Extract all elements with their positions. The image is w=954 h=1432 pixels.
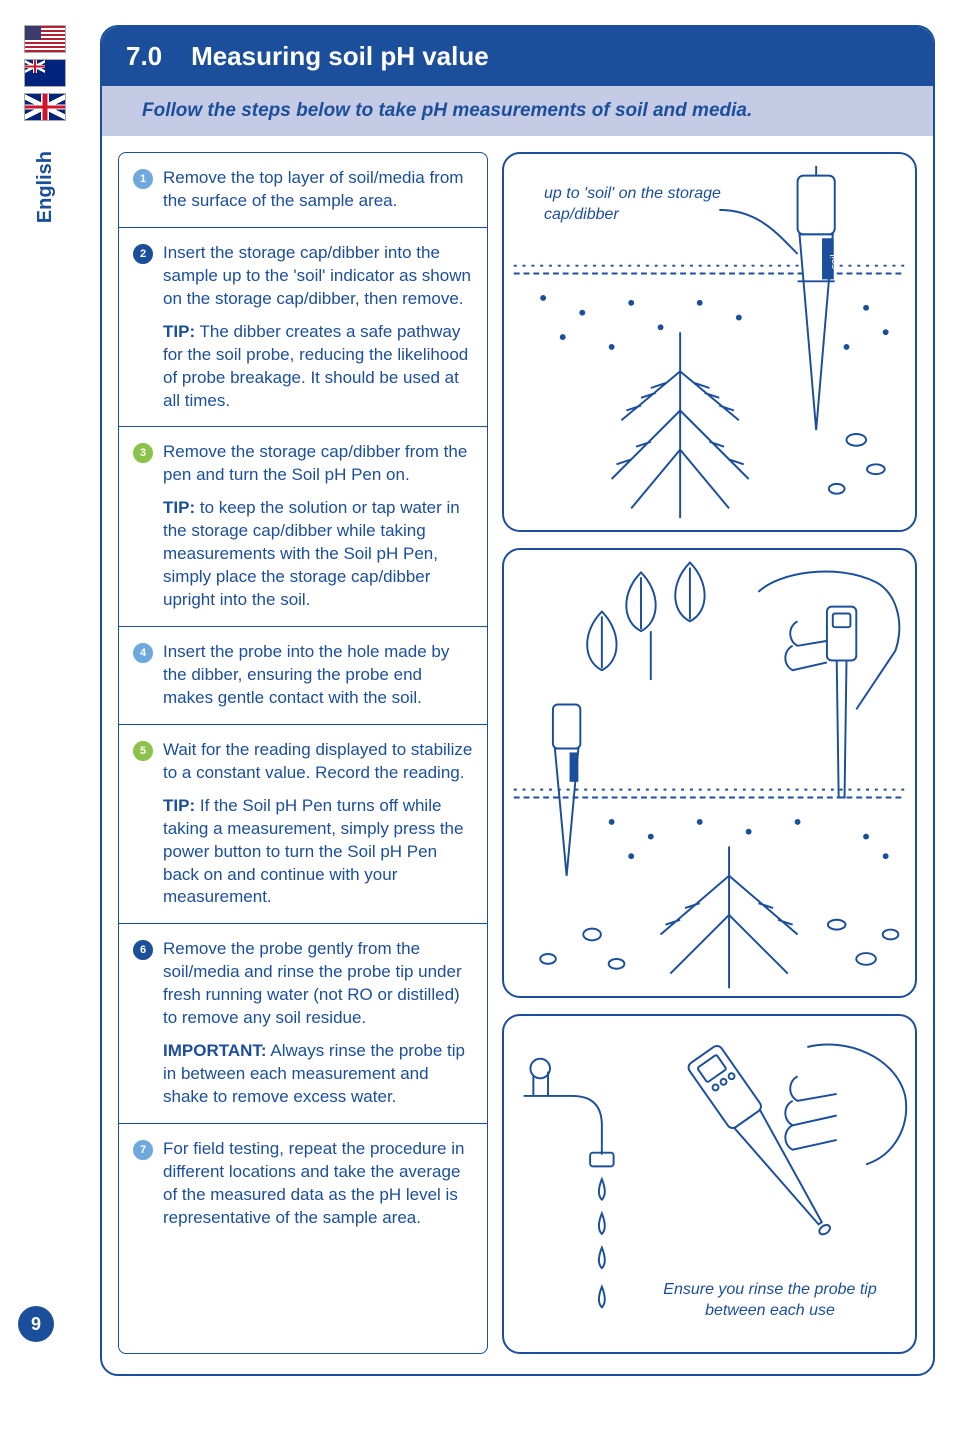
step-text: For field testing, repeat the procedure … bbox=[163, 1138, 473, 1230]
step-text: Insert the probe into the hole made by t… bbox=[163, 641, 473, 710]
step-text: Remove the storage cap/dibber from the p… bbox=[163, 441, 473, 487]
step-number-badge: 3 bbox=[133, 443, 153, 463]
illustration-probe-insert bbox=[502, 548, 917, 998]
step-body: Remove the storage cap/dibber from the p… bbox=[163, 441, 473, 612]
flag-group bbox=[24, 25, 66, 121]
step-5: 5 Wait for the reading displayed to stab… bbox=[119, 725, 487, 925]
step-number-badge: 4 bbox=[133, 643, 153, 663]
flag-uk-icon bbox=[24, 93, 66, 121]
content-area: 1 Remove the top layer of soil/media fro… bbox=[102, 136, 933, 1374]
step-body: For field testing, repeat the procedure … bbox=[163, 1138, 473, 1230]
illustration-rinse-probe: Ensure you rinse the probe tip between e… bbox=[502, 1014, 917, 1354]
step-number-badge: 1 bbox=[133, 169, 153, 189]
step-number-badge: 7 bbox=[133, 1140, 153, 1160]
step-1: 1 Remove the top layer of soil/media fro… bbox=[119, 153, 487, 228]
illustrations-column: up to 'soil' on the storage cap/dibber bbox=[502, 152, 917, 1354]
step-4: 4 Insert the probe into the hole made by… bbox=[119, 627, 487, 725]
flag-nz-icon bbox=[24, 59, 66, 87]
step-text: Remove the probe gently from the soil/me… bbox=[163, 938, 473, 1030]
step-tip: TIP: If the Soil pH Pen turns off while … bbox=[163, 795, 473, 910]
step-body: Remove the top layer of soil/media from … bbox=[163, 167, 473, 213]
section-subtitle: Follow the steps below to take pH measur… bbox=[102, 86, 933, 136]
step-text: Wait for the reading displayed to stabil… bbox=[163, 739, 473, 785]
step-3: 3 Remove the storage cap/dibber from the… bbox=[119, 427, 487, 627]
step-number-badge: 2 bbox=[133, 244, 153, 264]
step-text: Insert the storage cap/dibber into the s… bbox=[163, 242, 473, 311]
step-text: Remove the top layer of soil/media from … bbox=[163, 167, 473, 213]
illustration-caption: up to 'soil' on the storage cap/dibber bbox=[544, 184, 724, 226]
illustration-caption: Ensure you rinse the probe tip between e… bbox=[655, 1280, 885, 1322]
step-7: 7 For field testing, repeat the procedur… bbox=[119, 1124, 487, 1244]
step-number-badge: 6 bbox=[133, 940, 153, 960]
language-label: English bbox=[34, 151, 57, 223]
step-body: Wait for the reading displayed to stabil… bbox=[163, 739, 473, 910]
illustration-dibber-insert: up to 'soil' on the storage cap/dibber bbox=[502, 152, 917, 532]
step-tip: TIP: The dibber creates a safe pathway f… bbox=[163, 321, 473, 413]
probe-diagram-icon bbox=[504, 550, 915, 996]
main-panel: 7.0 Measuring soil pH value Follow the s… bbox=[100, 25, 935, 1376]
section-number: 7.0 bbox=[126, 41, 162, 71]
step-tip: TIP: to keep the solution or tap water i… bbox=[163, 497, 473, 612]
step-number-badge: 5 bbox=[133, 741, 153, 761]
step-body: Insert the probe into the hole made by t… bbox=[163, 641, 473, 710]
section-title: Measuring soil pH value bbox=[191, 41, 489, 71]
step-body: Insert the storage cap/dibber into the s… bbox=[163, 242, 473, 413]
step-6: 6 Remove the probe gently from the soil/… bbox=[119, 924, 487, 1124]
language-side-tab: English 9 bbox=[0, 0, 90, 1432]
steps-column: 1 Remove the top layer of soil/media fro… bbox=[118, 152, 488, 1354]
page-number: 9 bbox=[18, 1306, 54, 1342]
step-2: 2 Insert the storage cap/dibber into the… bbox=[119, 228, 487, 428]
svg-text:soil: soil bbox=[830, 254, 841, 269]
step-body: Remove the probe gently from the soil/me… bbox=[163, 938, 473, 1109]
step-tip: IMPORTANT: Always rinse the probe tip in… bbox=[163, 1040, 473, 1109]
section-header: 7.0 Measuring soil pH value bbox=[102, 27, 933, 86]
flag-us-icon bbox=[24, 25, 66, 53]
